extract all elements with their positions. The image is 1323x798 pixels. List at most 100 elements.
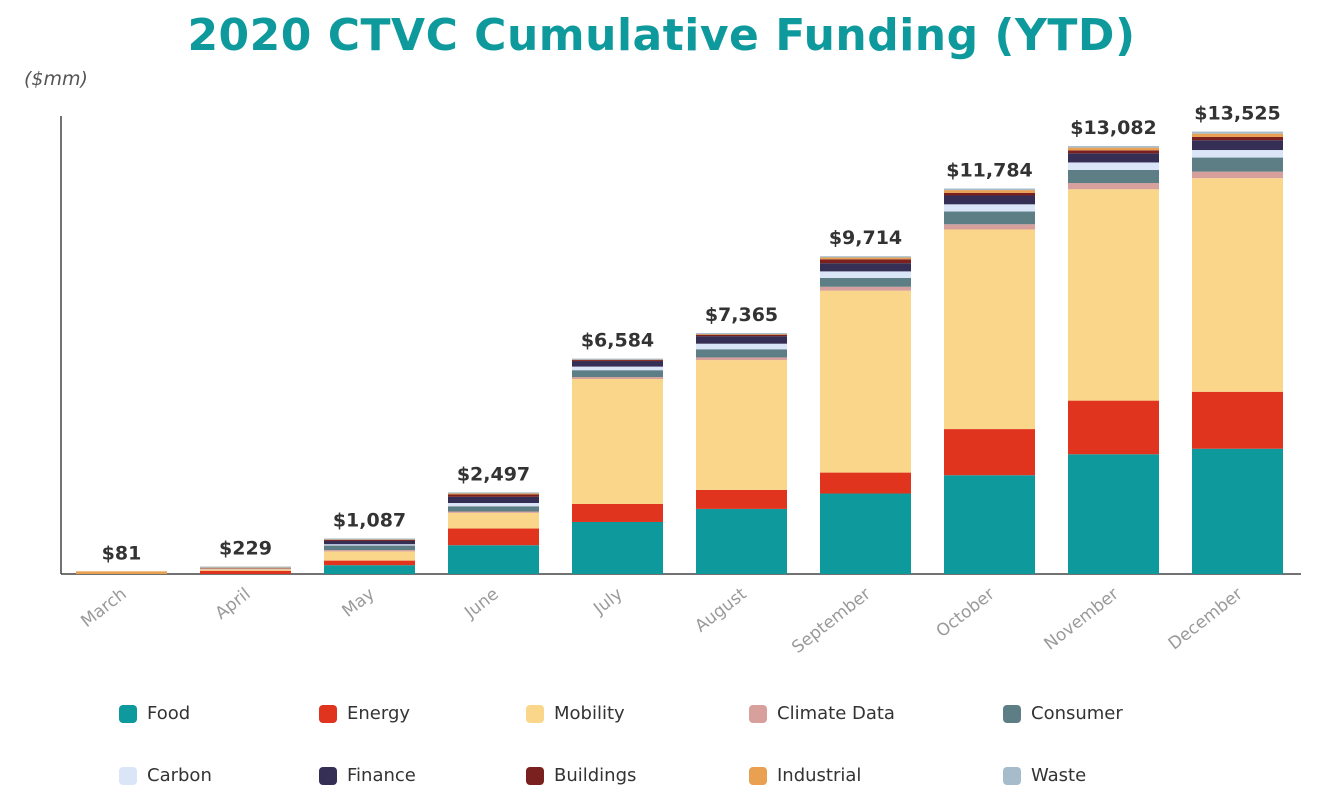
bar-segment-carbon-october — [944, 204, 1035, 212]
x-tick-label-december: December — [1165, 584, 1247, 654]
legend-item-food: Food — [119, 703, 190, 724]
bar-segment-buildings-july — [572, 359, 663, 362]
legend-item-carbon: Carbon — [119, 765, 212, 786]
bar-segment-consumer-october — [944, 211, 1035, 225]
bar-segment-energy-april — [200, 570, 291, 574]
bar-segment-mobility-december — [1192, 178, 1283, 392]
bar-segment-energy-may — [324, 560, 415, 566]
bar-segment-carbon-august — [696, 343, 787, 350]
total-label-december: $13,525 — [1194, 103, 1281, 125]
legend-label: Climate Data — [777, 703, 895, 724]
total-label-september: $9,714 — [829, 227, 902, 249]
bar-segment-waste-august — [696, 333, 787, 335]
bar-segment-climate-data-november — [1068, 183, 1159, 190]
bar-segment-climate-data-may — [324, 550, 415, 552]
bar-segment-industrial-october — [944, 190, 1035, 193]
total-label-march: $81 — [102, 542, 142, 564]
legend-item-energy: Energy — [319, 703, 410, 724]
legend-swatch — [526, 766, 544, 785]
bar-segment-mobility-september — [820, 290, 911, 473]
legend-swatch — [319, 704, 337, 723]
bar-segment-industrial-march — [76, 571, 167, 574]
bar-segment-finance-september — [820, 263, 911, 272]
total-label-october: $11,784 — [946, 159, 1033, 181]
x-tick-label-september: September — [788, 584, 874, 658]
legend-swatch — [1003, 704, 1021, 723]
stacked-bar-chart: $81 $229 $1,087 $2,497 $6,584 $7,365 $9,714 $11… — [60, 103, 1301, 658]
bar-segment-mobility-april — [200, 569, 291, 571]
total-labels-layer: $81 $229 $1,087 $2,497 $6,584 $7,365 $9,714 $11… — [102, 103, 1281, 565]
total-label-april: $229 — [219, 538, 272, 560]
bar-segment-waste-december — [1192, 131, 1283, 134]
bar-segment-mobility-june — [448, 512, 539, 529]
bar-segment-industrial-august — [696, 333, 787, 335]
x-tick-label-august: August — [691, 584, 750, 637]
x-tick-label-march: March — [77, 584, 130, 632]
bar-segment-waste-september — [820, 256, 911, 258]
bar-segment-consumer-july — [572, 370, 663, 378]
legend-swatch — [119, 766, 137, 785]
legend-swatch — [119, 704, 137, 723]
bar-segment-energy-september — [820, 472, 911, 494]
bar-segment-finance-august — [696, 336, 787, 344]
bar-segment-waste-july — [572, 358, 663, 360]
bar-segment-energy-june — [448, 528, 539, 546]
bar-segment-waste-may — [324, 538, 415, 540]
bar-segment-carbon-july — [572, 366, 663, 371]
bar-segment-finance-october — [944, 195, 1035, 205]
bar-segment-buildings-december — [1192, 136, 1283, 141]
bar-segment-mobility-july — [572, 379, 663, 504]
total-label-june: $2,497 — [457, 463, 530, 485]
bar-segment-carbon-june — [448, 503, 539, 507]
bar-segment-carbon-november — [1068, 162, 1159, 170]
bar-segment-climate-data-december — [1192, 171, 1283, 179]
bar-segment-carbon-april — [200, 568, 291, 570]
chart-title: 2020 CTVC Cumulative Funding (YTD) — [187, 10, 1136, 61]
bar-segment-consumer-june — [448, 506, 539, 512]
x-tick-label-july: July — [589, 584, 626, 619]
total-label-may: $1,087 — [333, 509, 406, 531]
bar-segment-consumer-august — [696, 349, 787, 358]
bar-segment-climate-data-september — [820, 286, 911, 291]
bars-layer — [76, 131, 1283, 574]
total-label-august: $7,365 — [705, 304, 778, 326]
bar-segment-food-december — [1192, 448, 1283, 574]
legend-item-consumer: Consumer — [1003, 703, 1123, 724]
bar-segment-carbon-september — [820, 271, 911, 278]
bar-segment-energy-october — [944, 429, 1035, 476]
bar-segment-buildings-june — [448, 494, 539, 497]
bar-segment-food-august — [696, 508, 787, 574]
bar-segment-energy-november — [1068, 400, 1159, 455]
legend-swatch — [526, 704, 544, 723]
x-tick-labels-layer: March April May June July August September Octo… — [77, 584, 1246, 658]
x-tick-label-june: June — [460, 584, 502, 623]
legend-item-waste: Waste — [1003, 765, 1086, 786]
legend-label: Carbon — [147, 765, 212, 786]
bar-segment-food-september — [820, 493, 911, 574]
legend-label: Mobility — [554, 703, 625, 724]
bar-segment-consumer-december — [1192, 157, 1283, 172]
bar-segment-energy-december — [1192, 391, 1283, 449]
bar-segment-finance-may — [324, 540, 415, 545]
bar-segment-industrial-november — [1068, 147, 1159, 151]
bar-segment-carbon-may — [324, 544, 415, 546]
bar-segment-carbon-december — [1192, 150, 1283, 158]
bar-segment-industrial-june — [448, 493, 539, 495]
legend-item-industrial: Industrial — [749, 765, 861, 786]
bar-segment-buildings-may — [324, 539, 415, 541]
bar-segment-industrial-april — [200, 567, 291, 569]
total-label-july: $6,584 — [581, 330, 654, 352]
bar-segment-industrial-december — [1192, 133, 1283, 137]
bar-segment-finance-june — [448, 496, 539, 504]
x-tick-label-april: April — [212, 584, 255, 624]
legend-label: Food — [147, 703, 191, 724]
x-tick-label-november: November — [1041, 584, 1123, 654]
legend-swatch — [319, 766, 337, 785]
legend-item-buildings: Buildings — [526, 765, 636, 786]
bar-segment-climate-data-june — [448, 511, 539, 513]
legend-swatch — [749, 704, 767, 723]
bar-segment-energy-august — [696, 489, 787, 509]
bar-segment-consumer-november — [1068, 169, 1159, 184]
x-tick-label-october: October — [933, 584, 999, 642]
legend-label: Waste — [1031, 765, 1087, 786]
